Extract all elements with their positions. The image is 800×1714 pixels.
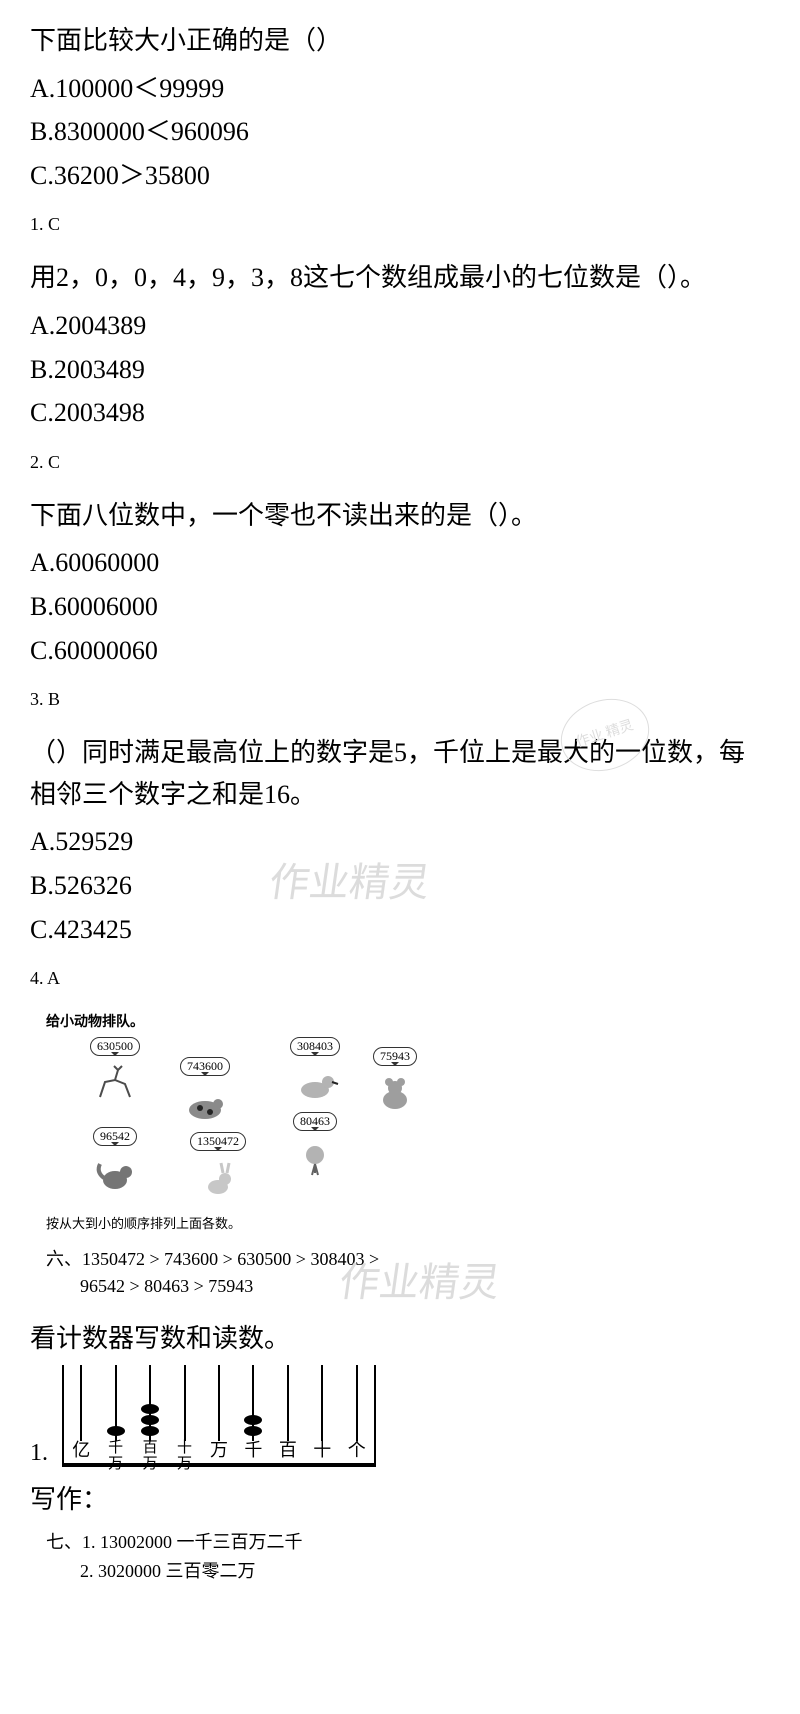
animal-item: 743600: [180, 1057, 230, 1122]
abacus-rod-label: 千: [244, 1441, 262, 1463]
q1-answer: 1. C: [30, 214, 770, 235]
question-3: 下面八位数中，一个零也不读出来的是（）。 A.60060000 B.600060…: [30, 495, 770, 671]
abacus-bead: [244, 1415, 262, 1425]
abacus-rod: 个: [340, 1365, 374, 1463]
q2-option-a: A.2004389: [30, 305, 770, 347]
abacus-rod: 百: [271, 1365, 305, 1463]
animal-item: 80463: [290, 1112, 340, 1177]
abacus-rod-label: 个: [348, 1441, 366, 1463]
abacus-index: 1.: [30, 1440, 48, 1467]
q3-option-a: A.60060000: [30, 542, 770, 584]
abacus-device: 亿千万百万十万万千百十个: [64, 1365, 374, 1465]
animal-item: 630500: [90, 1037, 140, 1102]
q2-option-b: B.2003489: [30, 349, 770, 391]
animal-item: 96542: [90, 1127, 140, 1192]
animal-number-bubble: 96542: [93, 1127, 137, 1146]
animal-icon: [290, 1062, 340, 1102]
animal-item: 75943: [370, 1047, 420, 1112]
abacus-bead: [141, 1426, 159, 1436]
q1-text: 下面比较大小正确的是（）: [30, 20, 770, 62]
q2-option-c: C.2003498: [30, 392, 770, 434]
q6-answer-line1: 六、1350472 > 743600 > 630500 > 308403 >: [46, 1246, 770, 1273]
q3-text: 下面八位数中，一个零也不读出来的是（）。: [30, 495, 770, 537]
abacus-title: 看计数器写数和读数。: [30, 1318, 770, 1355]
abacus-rod: 百万: [133, 1365, 167, 1463]
animal-number-bubble: 1350472: [190, 1132, 246, 1151]
animal-number-bubble: 743600: [180, 1057, 230, 1076]
question-1: 下面比较大小正确的是（） A.100000＜99999 B.8300000＜96…: [30, 20, 770, 196]
question-2: 用2，0，0，4，9，3，8这七个数组成最小的七位数是（）。 A.2004389…: [30, 257, 770, 433]
q2-answer: 2. C: [30, 452, 770, 473]
question-4: （）同时满足最高位上的数字是5，千位上是最大的一位数，每相邻三个数字之和是16。…: [30, 732, 770, 950]
animal-item: 308403: [290, 1037, 340, 1102]
animal-number-bubble: 630500: [90, 1037, 140, 1056]
animal-title: 给小动物排队。: [46, 1011, 770, 1031]
abacus-rod-label: 十万: [177, 1441, 192, 1463]
animal-icon: [90, 1062, 140, 1102]
q7-answer-line1: 七、1. 13002000 一千三百万二千: [46, 1528, 770, 1557]
q4-text: （）同时满足最高位上的数字是5，千位上是最大的一位数，每相邻三个数字之和是16。: [30, 732, 770, 815]
abacus-rod-label: 百: [279, 1441, 297, 1463]
abacus-rod-label: 亿: [72, 1441, 90, 1463]
abacus-rod: 千万: [98, 1365, 132, 1463]
animal-icon: [193, 1157, 243, 1197]
animal-icon: [180, 1082, 230, 1122]
animal-number-bubble: 308403: [290, 1037, 340, 1056]
animal-section: 给小动物排队。 630500 743600 308403 75943 96542 1350…: [30, 1011, 770, 1232]
animal-number-bubble: 75943: [373, 1047, 417, 1066]
animal-item: 1350472: [190, 1132, 246, 1197]
abacus-section: 看计数器写数和读数。 1. 亿千万百万十万万千百十个 写作： 七、1. 1300…: [30, 1318, 770, 1586]
q6-answer: 六、1350472 > 743600 > 630500 > 308403 > 9…: [46, 1246, 770, 1300]
abacus-rod-label: 千万: [108, 1441, 123, 1463]
animal-number-bubble: 80463: [293, 1112, 337, 1131]
animal-icon: [370, 1072, 420, 1112]
abacus-rod: 亿: [64, 1365, 98, 1463]
q4-option-c: C.423425: [30, 909, 770, 951]
animal-icon: [90, 1152, 140, 1192]
q4-option-b: B.526326: [30, 865, 770, 907]
animal-icon: [290, 1137, 340, 1177]
q6-answer-line2: 96542 > 80463 > 75943: [80, 1273, 770, 1300]
q3-option-b: B.60006000: [30, 586, 770, 628]
abacus-bead: [141, 1415, 159, 1425]
abacus-rod: 千: [236, 1365, 270, 1463]
abacus-bead: [244, 1426, 262, 1436]
q1-option-b: B.8300000＜960096: [30, 111, 770, 153]
abacus-rod-label: 十: [313, 1441, 331, 1463]
q3-answer: 3. B: [30, 689, 770, 710]
abacus-bead: [141, 1404, 159, 1414]
abacus-rod: 万: [202, 1365, 236, 1463]
abacus-rod: 十万: [167, 1365, 201, 1463]
q1-option-a: A.100000＜99999: [30, 68, 770, 110]
write-label: 写作：: [30, 1479, 770, 1516]
q7-answer-line2: 2. 3020000 三百零二万: [80, 1557, 770, 1586]
q4-option-a: A.529529: [30, 821, 770, 863]
animal-caption: 按从大到小的顺序排列上面各数。: [46, 1213, 770, 1232]
abacus-rod-label: 万: [210, 1441, 228, 1463]
abacus-bead: [107, 1426, 125, 1436]
q7-answer: 七、1. 13002000 一千三百万二千 2. 3020000 三百零二万: [46, 1528, 770, 1586]
q2-text: 用2，0，0，4，9，3，8这七个数组成最小的七位数是（）。: [30, 257, 770, 299]
q1-option-c: C.36200＞35800: [30, 155, 770, 197]
abacus-rod-label: 百万: [143, 1441, 158, 1463]
q3-option-c: C.60000060: [30, 630, 770, 672]
abacus-rod: 十: [305, 1365, 339, 1463]
q4-answer: 4. A: [30, 968, 770, 989]
animal-area: 630500 743600 308403 75943 96542 1350472 80463: [40, 1037, 470, 1207]
